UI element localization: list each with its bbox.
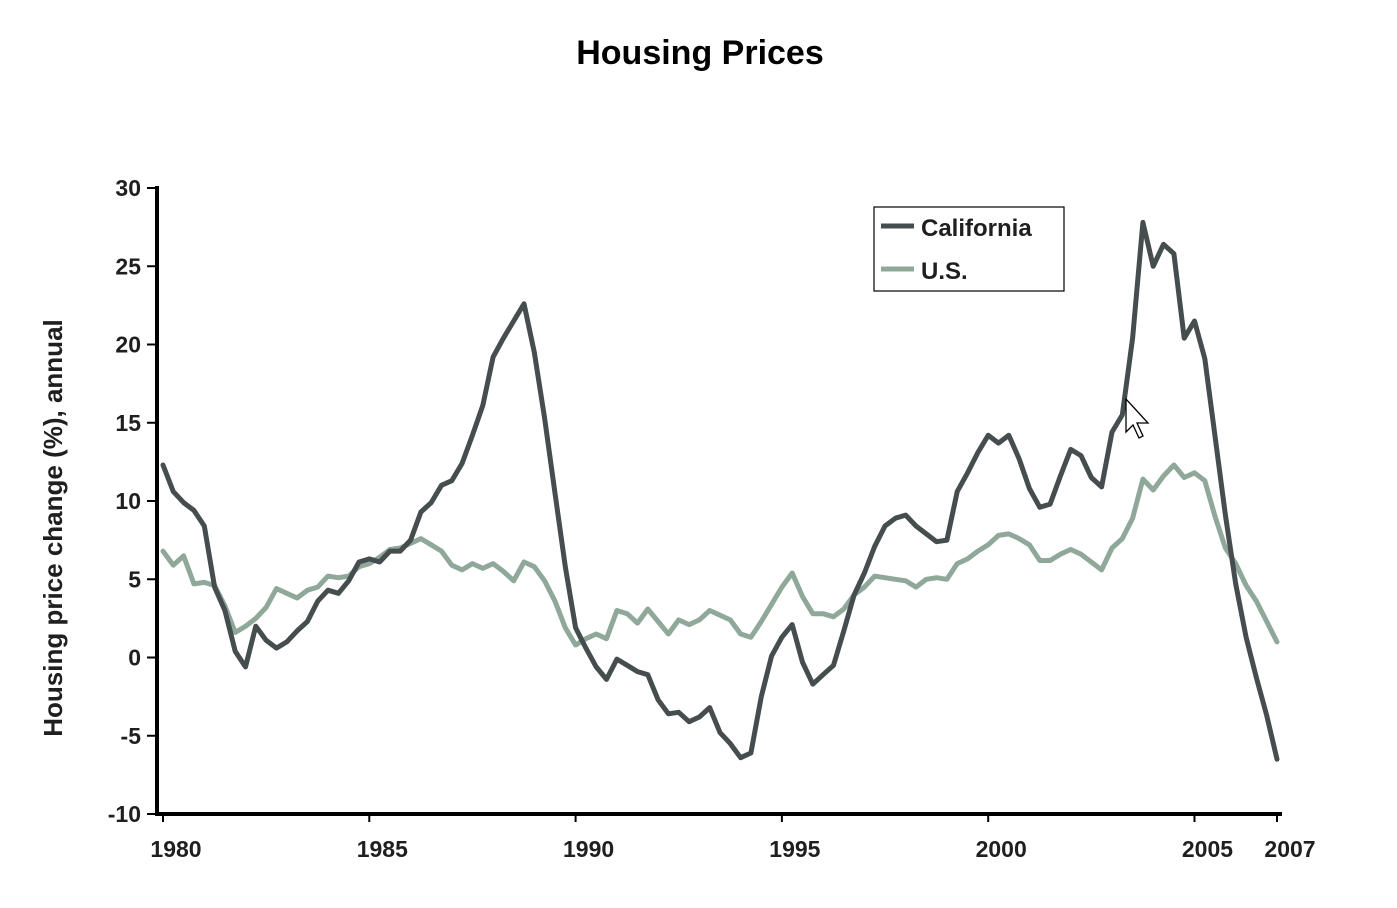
x-tick-label: 1990 (563, 836, 614, 862)
series-line-us (160, 462, 1280, 648)
x-axis-ticks: 1980 1985 1990 1995 2000 2005 2007 (150, 814, 1316, 862)
legend-label-us: U.S. (921, 258, 968, 285)
y-tick-label: 15 (115, 410, 141, 436)
y-axis-label: Housing price change (%), annual (38, 319, 68, 737)
x-tick-label: 1985 (357, 836, 408, 862)
series-layer (160, 219, 1280, 762)
legend: California U.S. (873, 206, 1065, 292)
legend-label-california: California (921, 215, 1032, 242)
y-tick-label: 0 (128, 645, 141, 671)
mouse-pointer-icon (1125, 397, 1150, 439)
x-tick-label: 2007 (1264, 836, 1315, 862)
y-tick-label: 30 (115, 175, 141, 201)
y-tick-label: 5 (128, 566, 141, 592)
y-tick-label: 20 (115, 332, 141, 358)
series-line-california (160, 219, 1280, 762)
x-tick-label: 1995 (769, 836, 820, 862)
x-tick-label: 1980 (150, 836, 201, 862)
x-tick-label: 2000 (976, 836, 1027, 862)
y-axis-ticks: 30 25 20 15 10 5 0 -5 -10 (108, 175, 157, 827)
x-tick-label: 2005 (1182, 836, 1233, 862)
y-tick-label: -10 (108, 801, 141, 827)
y-tick-label: 10 (115, 488, 141, 514)
legend-box (873, 206, 1065, 292)
chart-title: Housing Prices (576, 34, 824, 72)
y-tick-label: -5 (121, 723, 142, 749)
y-tick-label: 25 (115, 253, 141, 279)
